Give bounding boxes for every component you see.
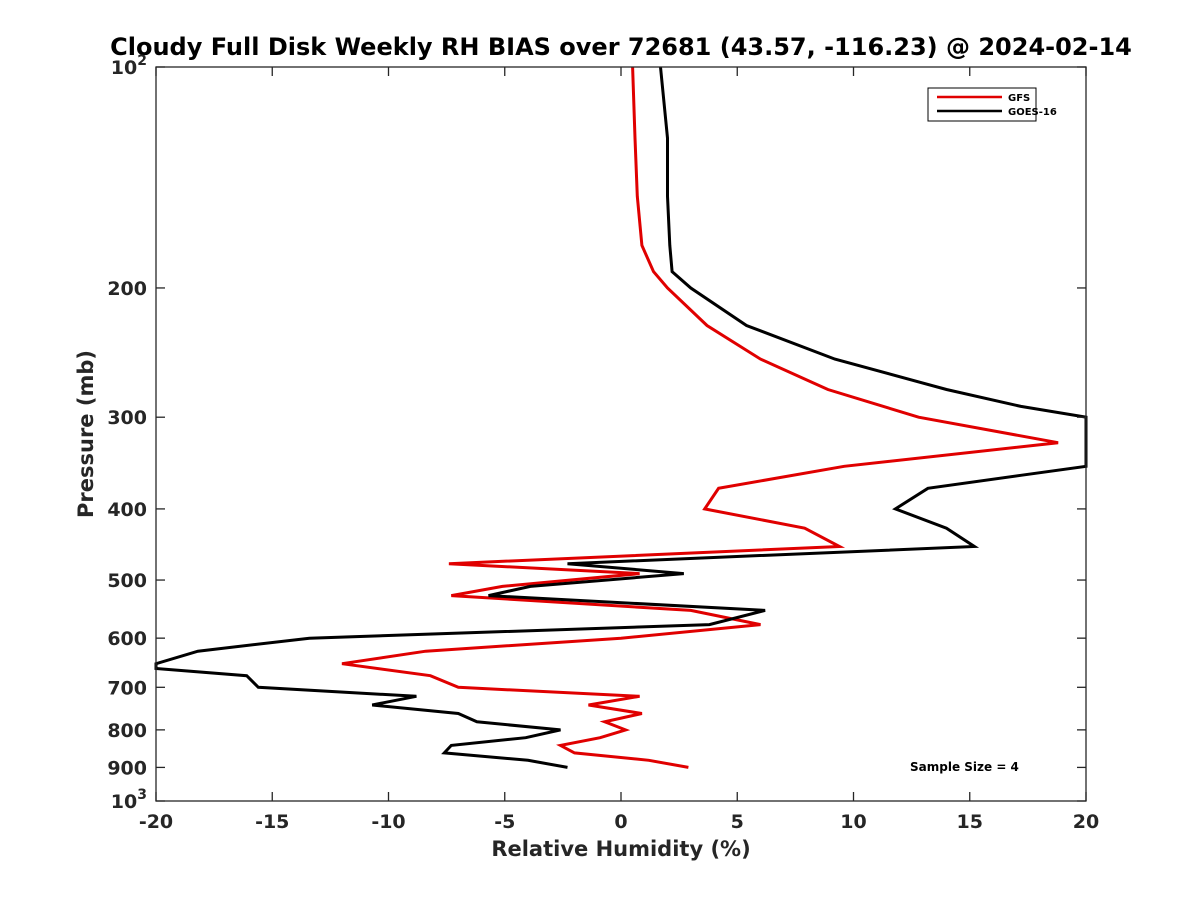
chart-title: Cloudy Full Disk Weekly RH BIAS over 726… [110,33,1132,61]
y-tick-label: 900 [107,757,147,779]
legend: GFS GOES-16 [927,87,1057,122]
legend-label-gfs: GFS [1008,93,1030,104]
y-tick-label: 103 [111,787,147,813]
x-tick-label: 10 [840,811,866,833]
y-tick-label: 700 [107,677,147,699]
x-tick-label: -15 [255,811,289,833]
x-axis: -20 -15 -10 -5 0 5 10 15 20 [139,67,1099,833]
y-axis: 102 200 300 400 500 600 700 800 900 103 [107,53,1086,813]
y-axis-label: Pressure (mb) [74,350,98,518]
x-tick-label: 5 [731,811,744,833]
sample-size-annotation: Sample Size = 4 [910,760,1019,774]
x-tick-label: -20 [139,811,173,833]
y-tick-label: 200 [107,278,147,300]
series-line-gfs [341,66,1059,769]
x-tick-label: 20 [1073,811,1099,833]
legend-box [927,87,1037,122]
y-tick-label: 300 [107,407,147,429]
legend-label-goes16: GOES-16 [1008,107,1057,118]
series-layer [154,66,1088,769]
y-tick-label: 102 [111,53,147,79]
y-tick-label: 400 [107,499,147,521]
y-tick-label: 500 [107,570,147,592]
x-tick-label: 0 [614,811,627,833]
x-tick-label: -5 [494,811,515,833]
x-tick-label: -10 [371,811,405,833]
y-tick-label: 600 [107,628,147,650]
x-axis-label: Relative Humidity (%) [491,837,750,861]
x-tick-label: 15 [957,811,983,833]
y-tick-label: 800 [107,720,147,742]
series-line-goes-16 [154,66,1088,769]
